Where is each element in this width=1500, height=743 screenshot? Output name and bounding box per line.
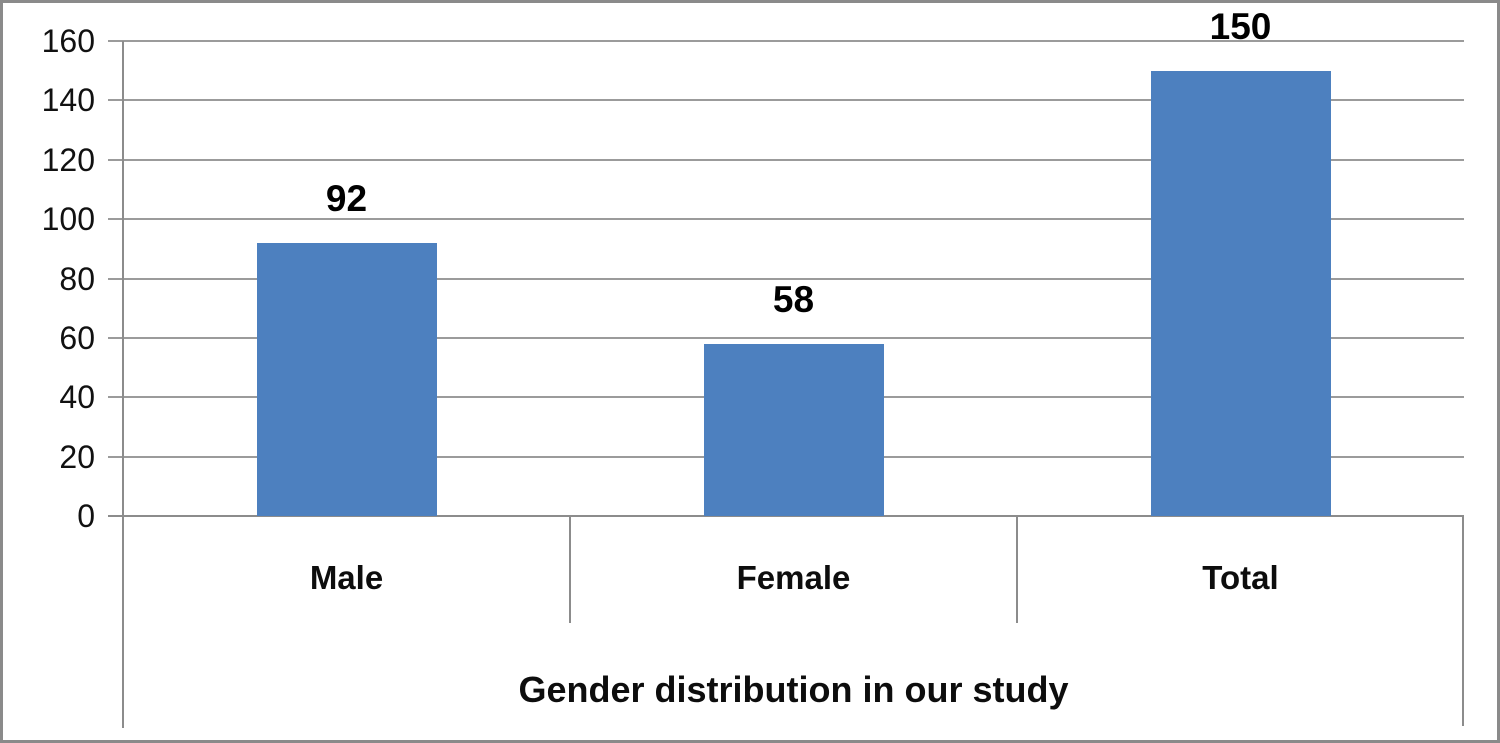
category-label-male: Male [309, 559, 384, 596]
right-boundary-line [1462, 516, 1464, 726]
category-separator-1 [569, 516, 571, 623]
y-tick-label-160: 160 [41, 23, 95, 59]
y-tick-label-120: 120 [41, 141, 95, 178]
data-label-female: 58 [772, 278, 815, 320]
bar-female [703, 343, 884, 516]
data-label-total: 150 [1209, 5, 1272, 47]
bar-male [256, 242, 437, 516]
gridline-80 [108, 277, 1464, 280]
y-tick-label-80: 80 [59, 260, 95, 297]
y-tick-label-0: 0 [77, 498, 95, 534]
data-label-male: 92 [325, 177, 368, 219]
y-axis-line [122, 41, 124, 728]
gridline-160 [108, 40, 1464, 42]
gridline-120 [108, 158, 1464, 161]
gridline-0 [108, 515, 1464, 517]
y-tick-label-100: 100 [41, 201, 95, 238]
bar-total [1150, 70, 1331, 516]
y-tick-label-60: 60 [59, 319, 95, 356]
y-tick-label-140: 140 [41, 82, 95, 119]
gridline-60 [108, 336, 1464, 339]
gridline-140 [108, 99, 1464, 102]
gridline-100 [108, 218, 1464, 221]
category-separator-2 [1016, 516, 1018, 623]
x-axis-title: Gender distribution in our study [518, 669, 1069, 710]
y-tick-label-20: 20 [59, 438, 95, 475]
y-tick-label-40: 40 [59, 379, 95, 416]
category-label-female: Female [736, 559, 851, 596]
category-label-total: Total [1202, 559, 1279, 596]
